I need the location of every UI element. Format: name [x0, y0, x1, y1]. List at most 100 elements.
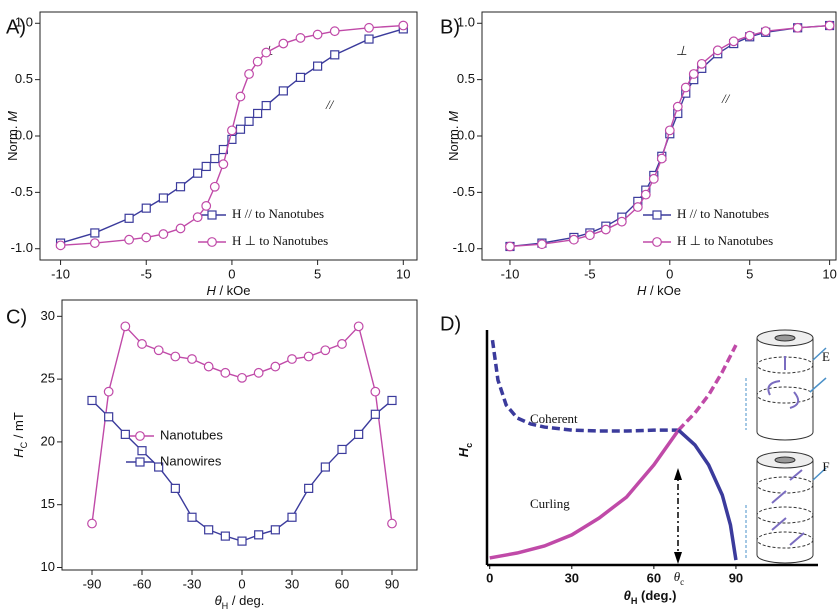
- cylinder-e: [745, 329, 827, 441]
- x-axis-label-part: / kOe: [216, 283, 251, 298]
- marker: [237, 536, 247, 546]
- marker: [207, 210, 217, 220]
- annotation: Coherent: [530, 411, 578, 426]
- marker: [244, 116, 254, 126]
- series-line: [91, 324, 393, 524]
- marker: [220, 367, 231, 378]
- marker: [337, 339, 347, 349]
- y-axis-label-part: c: [464, 443, 474, 448]
- marker: [287, 354, 297, 364]
- marker: [203, 361, 214, 372]
- marker: [295, 33, 306, 43]
- marker: [295, 72, 306, 82]
- marker: [304, 483, 314, 493]
- marker: [141, 232, 152, 243]
- marker: [192, 212, 203, 223]
- x-tick-label: -10: [51, 266, 70, 281]
- x-tick-label: 30: [565, 570, 579, 585]
- x-tick-label: 60: [647, 570, 661, 585]
- marker: [320, 345, 331, 356]
- marker: [175, 223, 186, 234]
- marker: [354, 429, 364, 439]
- legend-label: H ⊥ to Nanotubes: [232, 233, 328, 248]
- marker: [370, 409, 380, 419]
- panel-label: A): [6, 16, 26, 38]
- legend-label: H // to Nanotubes: [677, 206, 769, 221]
- marker: [584, 230, 595, 241]
- y-tick-label: -1.0: [11, 240, 33, 255]
- annotation: E: [822, 349, 830, 364]
- x-axis-label-part: H: [631, 596, 638, 606]
- y-tick-label: 0.0: [457, 127, 475, 142]
- marker: [330, 50, 340, 60]
- x-axis-label-part: / deg.: [228, 593, 264, 608]
- marker: [616, 216, 627, 227]
- marker: [253, 367, 264, 378]
- marker: [313, 61, 323, 71]
- legend-label: Nanotubes: [160, 427, 223, 442]
- y-tick-label: 0.5: [15, 71, 33, 86]
- marker: [87, 395, 97, 406]
- y-axis-label-part: M: [5, 111, 20, 122]
- annotation: F: [822, 459, 829, 474]
- marker: [193, 168, 203, 178]
- marker: [244, 69, 254, 79]
- x-tick-label: 60: [335, 576, 349, 591]
- marker: [170, 483, 180, 493]
- marker: [652, 237, 662, 247]
- x-axis-label-part: (deg.): [637, 588, 676, 603]
- marker: [278, 86, 288, 96]
- marker: [537, 239, 547, 250]
- x-tick-label: 0: [238, 576, 245, 591]
- marker: [680, 82, 691, 93]
- plot-frame: [61, 299, 418, 571]
- marker: [220, 531, 230, 541]
- marker: [158, 193, 168, 203]
- panel-label: C): [6, 306, 27, 328]
- marker: [648, 173, 659, 184]
- x-tick-label: -5: [584, 266, 596, 281]
- curve: [490, 339, 679, 433]
- marker: [87, 518, 97, 529]
- plot-frame: [481, 11, 837, 261]
- annotation: ⊥: [676, 43, 687, 58]
- marker: [253, 108, 263, 119]
- x-tick-label: 5: [314, 266, 321, 281]
- legend-label: H ⊥ to Nanotubes: [677, 233, 773, 248]
- marker: [744, 30, 755, 41]
- x-axis-label: H / kOe: [637, 283, 681, 298]
- y-tick-label: 25: [41, 371, 55, 386]
- y-axis-label: Norm. M: [5, 111, 20, 161]
- marker: [600, 224, 611, 235]
- marker: [124, 234, 135, 245]
- x-tick-label: 90: [729, 570, 743, 585]
- marker: [252, 56, 263, 67]
- y-axis-label-part: C: [19, 441, 29, 448]
- x-tick-label: 0: [228, 266, 235, 281]
- y-tick-label: 30: [41, 308, 55, 323]
- marker: [270, 525, 280, 535]
- cylinder-f: [745, 451, 827, 564]
- marker: [353, 321, 364, 332]
- x-tick-label: 30: [285, 576, 299, 591]
- x-axis-label-part: H: [637, 283, 647, 298]
- marker: [824, 20, 835, 31]
- marker: [261, 47, 272, 58]
- x-tick-label: 5: [746, 266, 753, 281]
- x-axis-label-part: θ: [215, 593, 222, 608]
- y-axis-label-part: H: [456, 447, 471, 457]
- theta-c-label: θc: [674, 569, 684, 587]
- curve: [677, 428, 738, 561]
- x-tick-label: 0: [486, 570, 493, 585]
- y-tick-label: -1.0: [453, 240, 475, 255]
- marker: [141, 203, 151, 213]
- marker: [210, 153, 220, 164]
- marker: [270, 361, 281, 372]
- marker: [201, 200, 212, 211]
- legend-label: H // to Nanotubes: [232, 206, 324, 221]
- x-axis-label-part: / kOe: [646, 283, 681, 298]
- marker: [254, 530, 264, 540]
- x-tick-label: -30: [183, 576, 202, 591]
- curve: [677, 344, 738, 432]
